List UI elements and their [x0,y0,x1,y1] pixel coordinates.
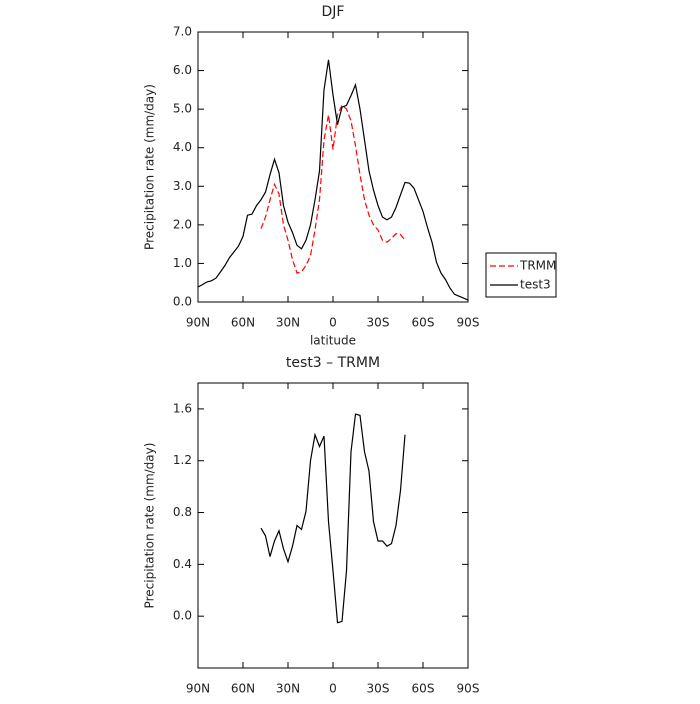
legend-label: TRMM [519,259,556,273]
data-line [260,413,406,624]
legend-label: test3 [520,278,551,292]
y-tick-label: 3.0 [173,179,192,193]
y-tick-label: 6.0 [173,63,192,77]
x-tick-label: 60S [412,682,435,696]
x-tick-label: 30N [276,316,300,330]
legend-box [485,252,557,298]
chart-title: DJF [322,4,345,20]
chart-title: test3 – TRMM [286,355,380,371]
x-tick-label: 60N [231,682,255,696]
y-tick-label: 0.0 [173,609,192,623]
x-tick-label: 90S [457,682,480,696]
y-tick-label: 1.6 [173,401,192,415]
y-tick-label: 5.0 [173,102,192,116]
y-tick-label: 0.4 [173,557,192,571]
plot-frame [197,31,469,303]
x-tick-label: 60N [231,316,255,330]
x-tick-label: 90S [457,316,480,330]
x-tick-label: 90N [186,316,210,330]
y-tick-label: 0.0 [173,295,192,309]
y-tick-label: 1.0 [173,256,192,270]
data-line [260,104,406,274]
y-tick-label: 0.8 [173,505,192,519]
data-line [197,59,469,301]
x-tick-label: 90N [186,682,210,696]
y-axis-label: Precipitation rate (mm/day) [143,443,157,609]
y-tick-label: 2.0 [173,217,192,231]
x-tick-label: 0 [329,316,337,330]
y-tick-label: 1.2 [173,453,192,467]
x-axis-label: latitude [310,334,356,348]
x-tick-label: 30N [276,682,300,696]
y-tick-label: 4.0 [173,140,192,154]
plot-frame [197,382,469,669]
y-tick-label: 7.0 [173,25,192,39]
x-tick-label: 30S [367,682,390,696]
x-tick-label: 60S [412,316,435,330]
x-tick-label: 30S [367,316,390,330]
y-axis-label: Precipitation rate (mm/day) [143,84,157,250]
x-tick-label: 0 [329,682,337,696]
